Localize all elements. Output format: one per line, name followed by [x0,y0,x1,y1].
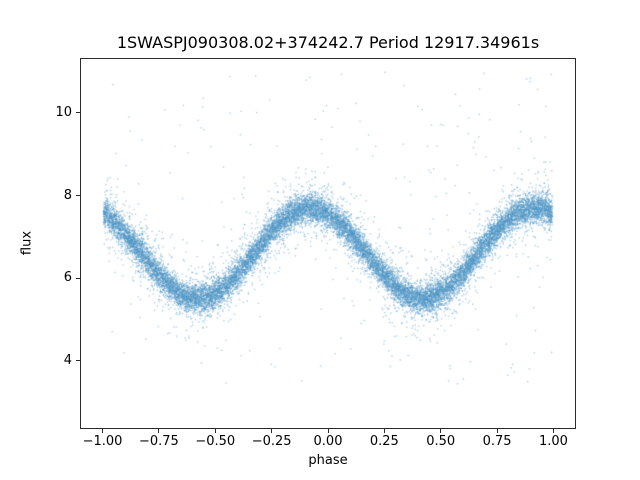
x-tick-mark [214,429,216,433]
x-tick-mark [383,429,385,433]
y-tick-label: 6 [63,270,72,286]
x-tick-mark [102,429,104,433]
x-tick-mark [496,429,498,433]
x-tick-mark [271,429,273,433]
x-tick-label: −0.75 [138,434,179,449]
y-tick-mark [76,195,80,197]
x-tick-mark [440,429,442,433]
x-tick-label: 0.75 [482,434,512,449]
y-tick-label: 4 [63,352,72,368]
y-tick-mark [76,360,80,362]
y-tick-mark [76,277,80,279]
y-tick-label: 10 [55,104,72,120]
x-axis-label: phase [308,453,348,468]
scatter-points-canvas [81,59,575,428]
x-tick-mark [327,429,329,433]
chart-title: 1SWASPJ090308.02+374242.7 Period 12917.3… [116,33,540,52]
x-tick-label: −0.50 [195,434,236,449]
x-tick-mark [158,429,160,433]
x-tick-label: −0.25 [251,434,292,449]
x-tick-label: 0.00 [313,434,343,449]
axes-box [80,58,576,429]
y-tick-mark [76,112,80,114]
x-tick-label: 1.00 [538,434,568,449]
x-tick-mark [552,429,554,433]
x-tick-label: 0.25 [369,434,399,449]
y-axis-label: flux [19,230,35,256]
x-tick-label: 0.50 [426,434,456,449]
x-tick-label: −1.00 [82,434,123,449]
y-tick-label: 8 [63,187,72,203]
